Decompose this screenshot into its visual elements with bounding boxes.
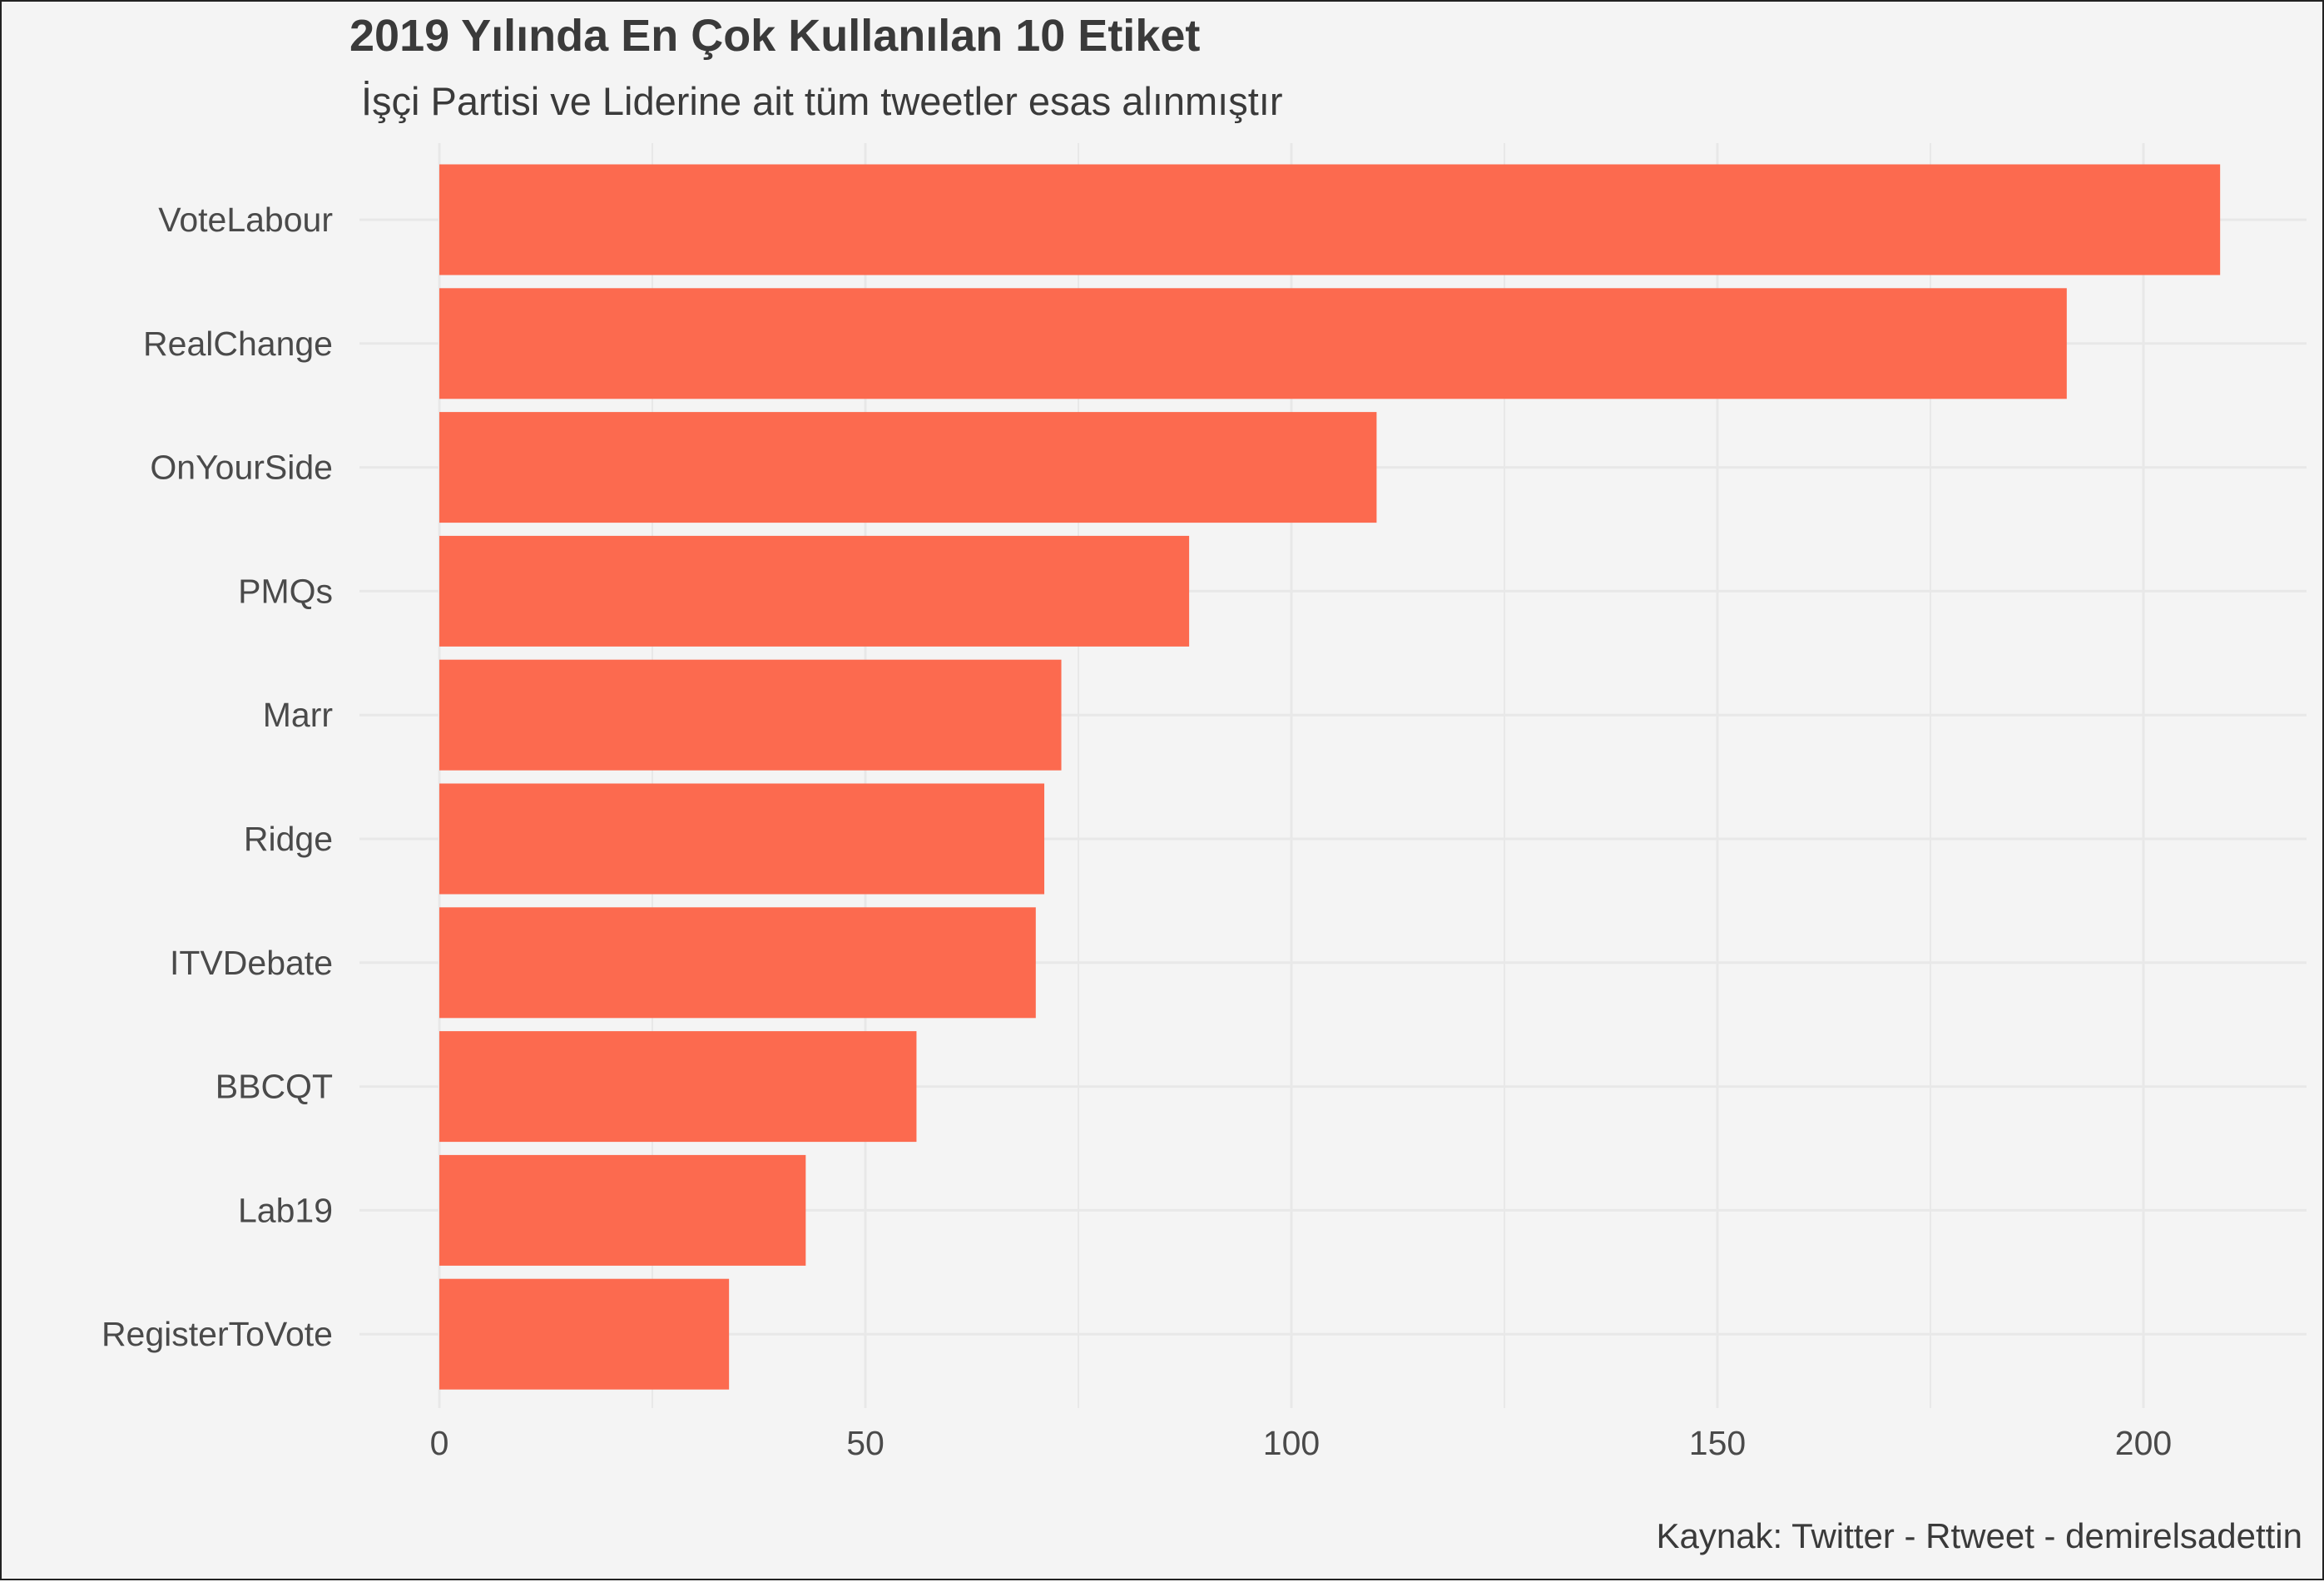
x-tick-label: 0	[430, 1424, 449, 1462]
x-tick-label: 200	[2115, 1424, 2172, 1462]
y-tick-label: ITVDebate	[170, 944, 333, 982]
chart-subtitle: İşçi Partisi ve Liderine ait tüm tweetle…	[361, 79, 1283, 123]
y-tick-label: Ridge	[244, 820, 333, 858]
bar-ridge	[439, 783, 1045, 895]
y-tick-label: Lab19	[238, 1191, 333, 1229]
y-tick-label: OnYourSide	[150, 449, 333, 487]
y-tick-label: BBCQT	[216, 1068, 333, 1106]
y-tick-label: PMQs	[238, 572, 333, 610]
bar-pmqs	[439, 535, 1190, 647]
x-tick-label: 100	[1263, 1424, 1320, 1462]
bar-onyourside	[439, 412, 1377, 523]
bar-marr	[439, 659, 1062, 771]
x-tick-label: 50	[846, 1424, 885, 1462]
bar-lab19	[439, 1154, 806, 1266]
x-tick-label: 150	[1689, 1424, 1746, 1462]
bar-realchange	[439, 288, 2067, 399]
bar-bbcqt	[439, 1031, 917, 1143]
y-axis-labels: VoteLabour RealChange OnYourSide PMQs Marr Ri…	[102, 201, 333, 1353]
x-axis-ticks: 0 50 100 150 200	[430, 1424, 2173, 1462]
bar-registertovote	[439, 1278, 730, 1390]
bars	[439, 164, 2221, 1390]
y-tick-label: RegisterToVote	[102, 1315, 333, 1353]
y-tick-label: Marr	[263, 696, 333, 734]
y-tick-label: VoteLabour	[158, 201, 333, 239]
chart-caption: Kaynak: Twitter - Rtweet - demirelsadett…	[1656, 1516, 2302, 1555]
chart-title: 2019 Yılında En Çok Kullanılan 10 Etiket	[349, 11, 1201, 61]
bar-itvdebate	[439, 907, 1036, 1019]
y-tick-label: RealChange	[143, 325, 333, 363]
bar-votelabour	[439, 164, 2221, 275]
